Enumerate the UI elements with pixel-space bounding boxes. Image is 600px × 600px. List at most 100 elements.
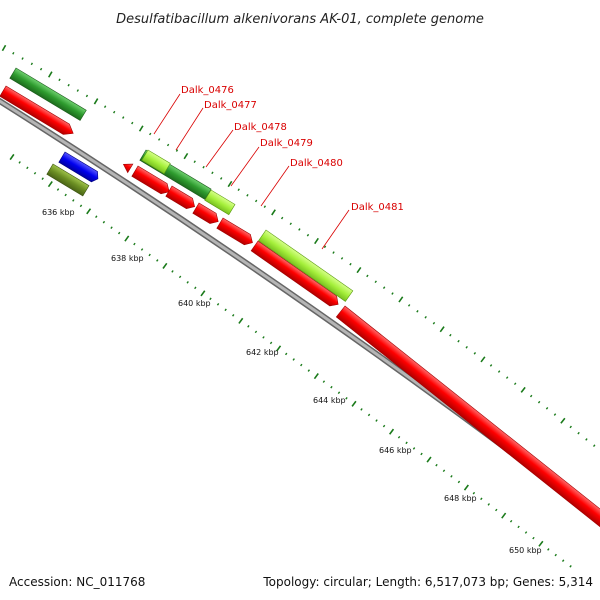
- gene-feature[interactable]: [121, 160, 134, 174]
- minor-tick: [330, 385, 333, 389]
- minor-tick: [58, 78, 61, 82]
- minor-tick: [420, 452, 423, 456]
- minor-tick: [435, 463, 438, 467]
- minor-tick: [382, 286, 386, 289]
- minor-tick: [171, 270, 174, 273]
- minor-tick: [110, 226, 113, 229]
- gene-label-dalk-0481: Dalk_0481: [351, 202, 404, 213]
- gene-feature[interactable]: [131, 165, 172, 197]
- minor-tick: [133, 242, 136, 246]
- minor-tick: [497, 370, 501, 373]
- minor-tick: [232, 314, 235, 317]
- minor-tick: [220, 177, 223, 180]
- minor-tick: [280, 216, 284, 220]
- minor-tick: [186, 281, 189, 284]
- minor-tick: [323, 245, 327, 249]
- minor-tick: [307, 369, 311, 372]
- minor-tick: [30, 62, 33, 66]
- minor-tick: [524, 531, 528, 534]
- major-tick: [238, 317, 244, 324]
- gene-feature[interactable]: [204, 189, 236, 216]
- minor-tick: [424, 315, 427, 319]
- minor-tick: [405, 441, 408, 445]
- gene-feature[interactable]: [0, 85, 76, 139]
- gene-feature[interactable]: [216, 217, 256, 248]
- minor-tick: [122, 116, 125, 119]
- major-tick: [124, 235, 130, 242]
- scale-label-636: 636 kbp: [42, 208, 75, 217]
- scale-label-648: 648 kbp: [444, 494, 477, 503]
- minor-tick: [76, 89, 79, 92]
- major-tick: [389, 428, 395, 435]
- minor-tick: [367, 413, 371, 417]
- minor-tick: [79, 204, 83, 208]
- minor-tick: [473, 352, 477, 355]
- minor-tick: [194, 286, 197, 290]
- gene-feature[interactable]: [335, 305, 600, 532]
- major-tick: [314, 237, 319, 245]
- minor-tick: [247, 325, 250, 328]
- major-tick: [313, 373, 319, 380]
- minor-tick: [340, 257, 344, 260]
- minor-tick: [131, 121, 134, 125]
- major-tick: [398, 296, 404, 303]
- minor-tick: [149, 132, 152, 136]
- outer-tick-track: [1, 44, 596, 448]
- gene-feature[interactable]: [141, 149, 171, 175]
- gene-label-leaders: [153, 93, 350, 250]
- minor-tick: [56, 188, 60, 191]
- gene-feature[interactable]: [165, 185, 198, 212]
- minor-tick: [156, 259, 159, 262]
- gene-feature[interactable]: [192, 202, 221, 227]
- minor-tick: [284, 352, 288, 356]
- gene-feature[interactable]: [46, 163, 90, 197]
- minor-tick: [457, 339, 460, 343]
- minor-tick: [246, 193, 249, 197]
- genome-summary-text: Topology: circular; Length: 6,517,073 bp…: [262, 575, 593, 589]
- minor-tick: [175, 149, 179, 152]
- minor-tick: [547, 548, 550, 551]
- minor-tick: [407, 304, 411, 307]
- minor-tick: [95, 215, 98, 219]
- major-tick: [162, 262, 168, 269]
- gene-feature[interactable]: [258, 229, 354, 302]
- minor-tick: [366, 274, 369, 278]
- minor-tick: [21, 57, 24, 60]
- major-tick: [351, 400, 357, 407]
- minor-tick: [12, 51, 15, 55]
- major-tick: [463, 484, 469, 491]
- minor-tick: [72, 199, 75, 202]
- minor-tick: [102, 220, 106, 224]
- minor-tick: [416, 310, 419, 313]
- gene-feature[interactable]: [9, 67, 87, 121]
- minor-tick: [254, 330, 258, 334]
- minor-tick: [545, 407, 549, 410]
- minor-tick: [26, 166, 29, 170]
- major-tick: [538, 540, 544, 547]
- minor-tick: [397, 435, 401, 439]
- minor-tick: [374, 280, 377, 284]
- scale-label-640: 640 kbp: [178, 299, 211, 308]
- minor-tick: [345, 396, 348, 400]
- scale-label-642: 642 kbp: [246, 348, 279, 357]
- minor-tick: [505, 376, 509, 379]
- major-tick: [47, 71, 53, 78]
- major-tick: [276, 345, 282, 352]
- major-tick: [183, 152, 189, 160]
- major-tick: [356, 266, 362, 274]
- minor-tick: [513, 382, 517, 386]
- minor-tick: [216, 303, 220, 306]
- minor-tick: [67, 83, 70, 87]
- minor-tick: [553, 413, 557, 416]
- minor-tick: [254, 199, 258, 203]
- major-tick: [501, 512, 507, 519]
- minor-tick: [360, 408, 363, 411]
- gene-feature[interactable]: [58, 151, 101, 184]
- gene-feature[interactable]: [250, 240, 341, 309]
- minor-tick: [382, 424, 386, 428]
- minor-tick: [375, 419, 378, 422]
- minor-tick: [113, 110, 116, 114]
- inner-tick-track: [9, 153, 572, 568]
- major-tick: [47, 181, 53, 188]
